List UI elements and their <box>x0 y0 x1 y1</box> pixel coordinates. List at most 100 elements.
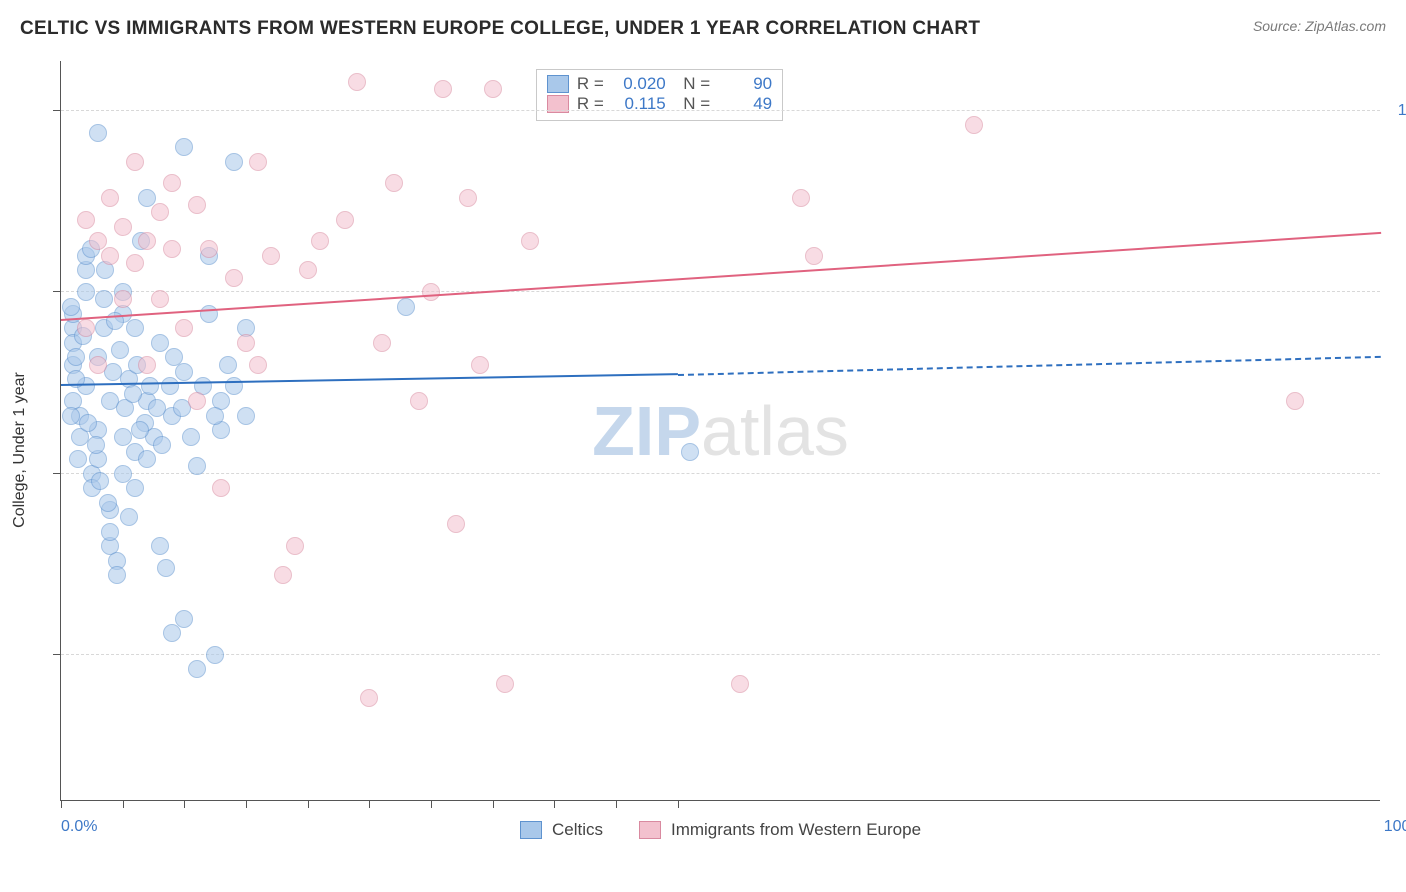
data-point <box>163 240 181 258</box>
correlation-stats-box: R = 0.020 N = 90 R = 0.115 N = 49 <box>536 69 783 121</box>
data-point <box>200 240 218 258</box>
data-point <box>225 153 243 171</box>
x-tick <box>554 800 555 808</box>
data-point <box>286 537 304 555</box>
data-point <box>126 319 144 337</box>
data-point <box>138 232 156 250</box>
data-point <box>138 450 156 468</box>
data-point <box>151 334 169 352</box>
y-tick <box>53 473 61 474</box>
data-point <box>111 341 129 359</box>
data-point <box>151 290 169 308</box>
legend: Celtics Immigrants from Western Europe <box>61 820 1380 840</box>
data-point <box>434 80 452 98</box>
stat-r-label: R = <box>577 74 604 94</box>
data-point <box>212 479 230 497</box>
stat-n-value: 49 <box>718 94 772 114</box>
legend-swatch-0 <box>520 821 542 839</box>
data-point <box>219 356 237 374</box>
y-tick <box>53 291 61 292</box>
stat-row: R = 0.115 N = 49 <box>547 94 772 114</box>
data-point <box>77 211 95 229</box>
data-point <box>126 254 144 272</box>
data-point <box>163 624 181 642</box>
data-point <box>225 269 243 287</box>
data-point <box>77 283 95 301</box>
data-point <box>1286 392 1304 410</box>
data-point <box>237 334 255 352</box>
data-point <box>249 153 267 171</box>
data-point <box>373 334 391 352</box>
x-axis-max-label: 100.0% <box>1384 818 1406 836</box>
x-tick <box>369 800 370 808</box>
data-point <box>422 283 440 301</box>
data-point <box>188 392 206 410</box>
data-point <box>188 457 206 475</box>
x-tick <box>616 800 617 808</box>
data-point <box>89 124 107 142</box>
data-point <box>459 189 477 207</box>
data-point <box>161 377 179 395</box>
data-point <box>99 494 117 512</box>
trend-line <box>678 355 1381 375</box>
data-point <box>114 290 132 308</box>
gridline <box>61 473 1380 474</box>
x-tick <box>678 800 679 808</box>
data-point <box>965 116 983 134</box>
data-point <box>89 356 107 374</box>
data-point <box>138 356 156 374</box>
legend-label: Celtics <box>552 820 603 840</box>
data-point <box>311 232 329 250</box>
data-point <box>69 450 87 468</box>
y-tick <box>53 654 61 655</box>
data-point <box>77 319 95 337</box>
data-point <box>91 472 109 490</box>
swatch-series-0 <box>547 75 569 93</box>
data-point <box>175 610 193 628</box>
data-point <box>148 399 166 417</box>
data-point <box>206 407 224 425</box>
data-point <box>237 407 255 425</box>
data-point <box>114 218 132 236</box>
watermark: ZIPatlas <box>592 391 849 471</box>
gridline <box>61 291 1380 292</box>
data-point <box>262 247 280 265</box>
x-tick <box>493 800 494 808</box>
data-point <box>62 298 80 316</box>
legend-item: Immigrants from Western Europe <box>639 820 921 840</box>
data-point <box>681 443 699 461</box>
x-tick <box>431 800 432 808</box>
data-point <box>471 356 489 374</box>
data-point <box>124 385 142 403</box>
data-point <box>274 566 292 584</box>
data-point <box>397 298 415 316</box>
data-point <box>126 479 144 497</box>
data-point <box>163 174 181 192</box>
correlation-chart: College, Under 1 year ZIPatlas R = 0.020… <box>50 55 1390 845</box>
data-point <box>447 515 465 533</box>
stat-n-label: N = <box>674 74 710 94</box>
data-point <box>299 261 317 279</box>
x-tick <box>308 800 309 808</box>
data-point <box>157 559 175 577</box>
data-point <box>385 174 403 192</box>
legend-item: Celtics <box>520 820 603 840</box>
data-point <box>200 305 218 323</box>
data-point <box>101 247 119 265</box>
data-point <box>126 153 144 171</box>
x-tick <box>184 800 185 808</box>
data-point <box>101 523 119 541</box>
legend-label: Immigrants from Western Europe <box>671 820 921 840</box>
data-point <box>188 196 206 214</box>
data-point <box>410 392 428 410</box>
data-point <box>87 436 105 454</box>
data-point <box>153 436 171 454</box>
data-point <box>165 348 183 366</box>
data-point <box>249 356 267 374</box>
data-point <box>805 247 823 265</box>
data-point <box>131 421 149 439</box>
data-point <box>360 689 378 707</box>
plot-area: ZIPatlas R = 0.020 N = 90 R = 0.115 N = … <box>60 61 1380 801</box>
gridline <box>61 654 1380 655</box>
data-point <box>101 189 119 207</box>
